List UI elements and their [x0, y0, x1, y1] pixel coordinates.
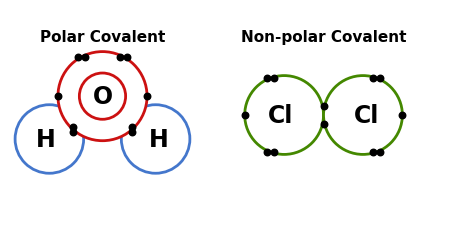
Point — [399, 114, 406, 117]
Point — [320, 105, 328, 109]
Point — [143, 95, 151, 99]
Point — [241, 114, 248, 117]
Point — [264, 151, 271, 154]
Text: Cl: Cl — [354, 103, 379, 128]
Point — [69, 125, 76, 129]
Text: O: O — [92, 85, 112, 109]
Point — [81, 56, 89, 59]
Point — [54, 95, 62, 99]
Point — [123, 56, 131, 59]
Point — [270, 151, 278, 154]
Point — [376, 77, 383, 80]
Point — [320, 122, 328, 126]
Text: H: H — [36, 128, 56, 151]
Circle shape — [324, 76, 402, 155]
Point — [128, 131, 136, 134]
Text: Polar Covalent: Polar Covalent — [40, 30, 165, 45]
Point — [369, 77, 377, 80]
Point — [74, 56, 82, 59]
Point — [376, 151, 383, 154]
Circle shape — [121, 105, 190, 173]
Point — [69, 131, 76, 134]
Text: Non-polar Covalent: Non-polar Covalent — [241, 30, 406, 45]
Circle shape — [245, 76, 324, 155]
Point — [128, 125, 136, 129]
Point — [369, 151, 377, 154]
Circle shape — [58, 52, 147, 141]
Point — [270, 77, 278, 80]
Point — [264, 77, 271, 80]
Point — [116, 56, 124, 59]
Circle shape — [15, 105, 83, 173]
Text: H: H — [149, 128, 169, 151]
Text: Cl: Cl — [268, 103, 293, 128]
